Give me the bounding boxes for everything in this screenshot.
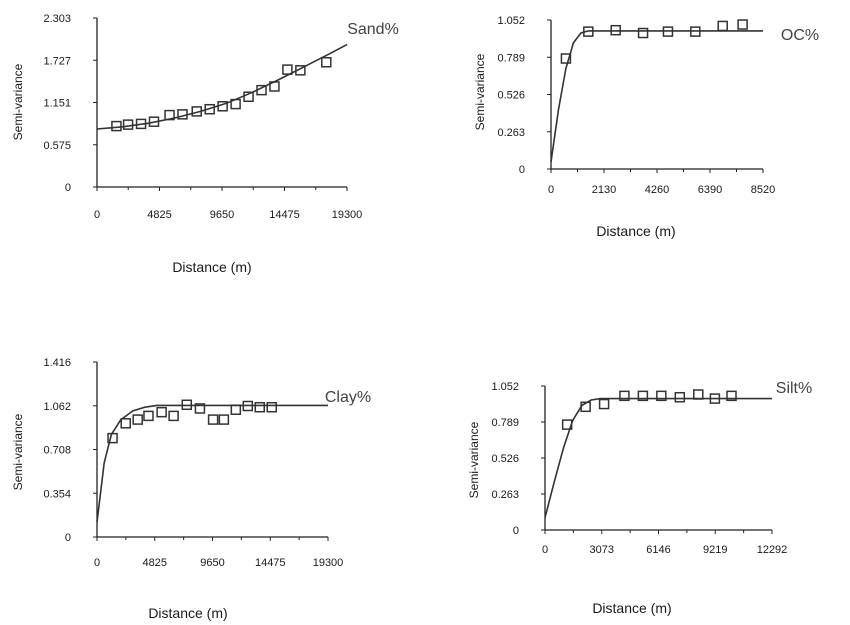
y-axis-title: Semi-variance <box>473 53 487 130</box>
data-point <box>156 406 167 418</box>
y-tick-label: 1.062 <box>43 401 71 413</box>
data-point <box>737 19 748 30</box>
data-point <box>560 53 572 64</box>
x-tick-label: 0 <box>548 184 554 196</box>
y-tick-label: 0.526 <box>491 453 519 465</box>
data-point <box>218 414 230 425</box>
x-tick-label: 9219 <box>703 544 727 556</box>
x-tick-label: 9650 <box>210 209 234 221</box>
x-axis-title: Distance (m) <box>596 223 675 239</box>
y-tick-label: 0 <box>513 525 519 537</box>
x-tick-label: 0 <box>542 544 548 556</box>
silt-variogram-panel: 0 3073 6146 9219 12292 0 0.263 0.526 0.789 1.052 D… <box>467 380 812 616</box>
y-tick-label: 1.416 <box>43 357 71 369</box>
data-point <box>656 390 667 402</box>
data-point <box>282 64 293 75</box>
data-point <box>207 414 219 425</box>
y-tick-label: 0.708 <box>43 445 71 457</box>
x-axis-title: Distance (m) <box>592 600 671 616</box>
y-tick-label: 1.052 <box>497 15 525 27</box>
x-tick-label: 0 <box>94 209 100 221</box>
data-point <box>143 410 154 422</box>
x-tick-label: 14475 <box>269 209 300 221</box>
oc-variogram-panel: 0 2130 4260 6390 8520 0 0.263 0.526 0.789 1.052 Di… <box>473 15 819 239</box>
data-point <box>111 120 122 132</box>
data-point <box>132 414 143 425</box>
y-tick-label: 0.526 <box>497 90 525 102</box>
x-tick-label: 4825 <box>143 557 167 569</box>
panel-title: Sand% <box>347 21 399 38</box>
data-point <box>321 56 332 68</box>
data-point <box>717 20 728 32</box>
data-point <box>243 91 254 102</box>
y-axis-title: Semi-variance <box>11 63 25 140</box>
x-tick-label: 8520 <box>751 184 775 196</box>
y-axis-title: Semi-variance <box>467 421 481 498</box>
x-tick-label: 6146 <box>646 544 670 556</box>
x-tick-label: 4260 <box>645 184 669 196</box>
data-point <box>122 119 134 130</box>
x-tick-label: 14475 <box>255 557 286 569</box>
data-point <box>637 27 649 39</box>
model-fit-line <box>544 397 772 518</box>
data-point <box>120 418 131 429</box>
y-tick-label: 0 <box>65 182 71 194</box>
x-tick-label: 3073 <box>590 544 614 556</box>
panel-title: Clay% <box>325 389 371 406</box>
x-tick-label: 12292 <box>757 544 788 556</box>
data-point <box>230 404 242 415</box>
data-point <box>693 389 704 400</box>
data-point <box>619 390 630 402</box>
data-point <box>254 401 266 413</box>
y-tick-label: 1.052 <box>491 381 519 393</box>
clay-variogram-panel: 0 4825 9650 14475 19300 0 0.354 0.708 1.062 1.416… <box>11 357 371 621</box>
x-tick-label: 2130 <box>592 184 616 196</box>
sand-variogram-panel: 0 4825 9650 14475 19300 0 0.575 1.151 1.727 2.303… <box>11 13 399 275</box>
panel-title: Silt% <box>776 380 812 397</box>
y-tick-label: 0.789 <box>491 417 519 429</box>
panel-title: OC% <box>781 27 819 44</box>
data-point <box>674 391 686 403</box>
x-tick-label: 19300 <box>332 209 363 221</box>
y-axis-title: Semi-variance <box>11 413 25 490</box>
x-tick-label: 9650 <box>200 557 224 569</box>
y-tick-label: 0 <box>519 164 525 176</box>
data-point <box>266 401 277 413</box>
data-point <box>168 410 179 422</box>
x-axis-title: Distance (m) <box>172 259 251 275</box>
y-tick-label: 0.263 <box>491 489 519 501</box>
model-fit-line <box>550 30 763 163</box>
y-tick-label: 0.575 <box>43 140 71 152</box>
y-tick-label: 0.789 <box>497 52 525 64</box>
y-tick-label: 0.263 <box>497 127 525 139</box>
data-point <box>637 390 649 402</box>
x-tick-label: 6390 <box>698 184 722 196</box>
model-fit-line <box>96 404 328 523</box>
x-tick-label: 4825 <box>147 209 171 221</box>
data-point <box>194 403 206 414</box>
x-tick-label: 19300 <box>313 557 344 569</box>
model-fit-line <box>96 43 348 130</box>
y-tick-label: 1.727 <box>43 55 71 67</box>
y-tick-label: 2.303 <box>43 13 71 25</box>
y-tick-label: 1.151 <box>43 98 71 110</box>
y-tick-label: 0.354 <box>43 488 71 500</box>
data-point <box>598 398 610 410</box>
x-axis-title: Distance (m) <box>148 605 227 621</box>
y-tick-label: 0 <box>65 532 71 544</box>
data-point <box>726 390 737 402</box>
x-tick-label: 0 <box>94 557 100 569</box>
